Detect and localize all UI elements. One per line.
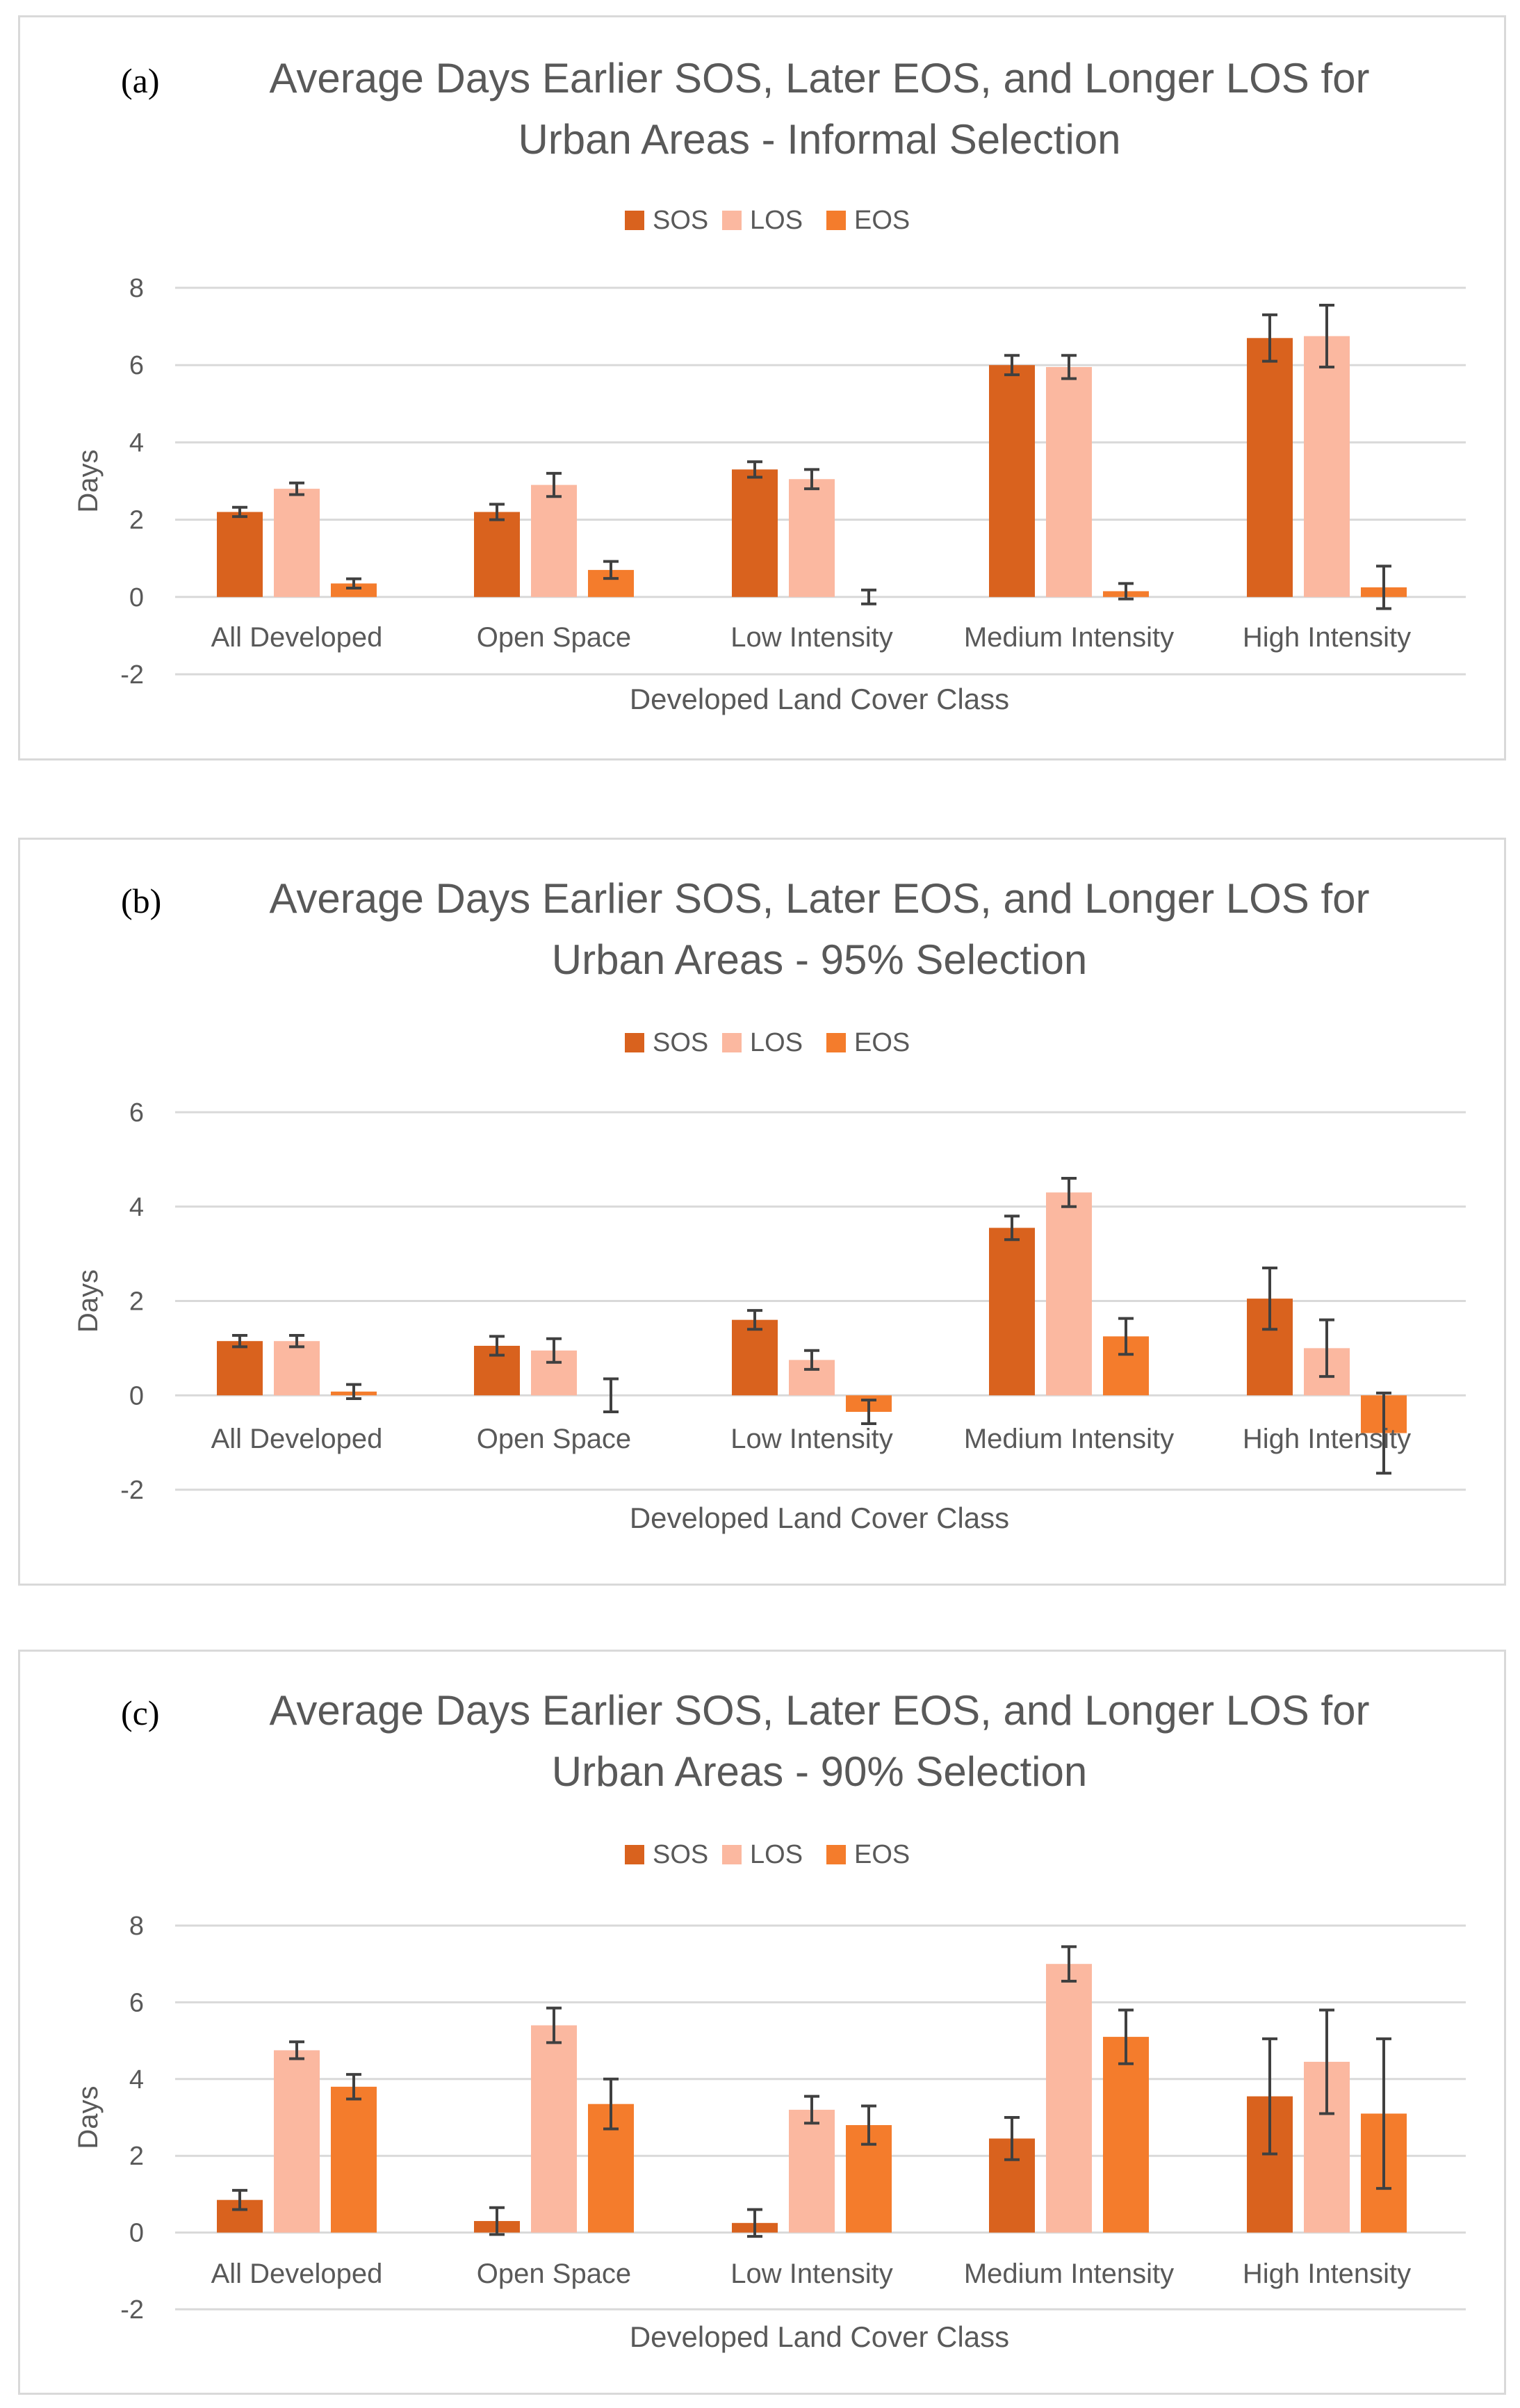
legend-swatch-eos (826, 1845, 846, 1864)
bar-sos (474, 512, 520, 597)
bar-sos (989, 1228, 1035, 1396)
x-category-label: Medium Intensity (964, 1424, 1174, 1454)
y-tick-label: 0 (129, 1381, 144, 1410)
bar-los (1046, 366, 1092, 597)
x-category-label: Open Space (477, 1424, 631, 1454)
x-category-label: Low Intensity (730, 1424, 892, 1454)
y-axis-label: Days (73, 2085, 104, 2149)
y-tick-label: 4 (129, 428, 144, 457)
legend-swatch-los (722, 211, 742, 230)
chart-title-line2: Urban Areas - Informal Selection (518, 116, 1120, 163)
bar-los (1304, 336, 1350, 597)
chart-svg: (a) Average Days Earlier SOS, Later EOS, … (73, 55, 1466, 715)
chart-svg: (c) Average Days Earlier SOS, Later EOS, … (73, 1687, 1466, 2353)
legend-label-sos: SOS (653, 1028, 708, 1057)
bar-los (1046, 1192, 1092, 1396)
bar-los (531, 485, 577, 597)
bar-eos (331, 2086, 377, 2233)
x-category-label: Open Space (477, 622, 631, 653)
legend-swatch-sos (625, 1033, 644, 1052)
chart-title-line2: Urban Areas - 90% Selection (552, 1748, 1087, 1795)
legend-swatch-eos (826, 1033, 846, 1052)
bar-sos (1247, 338, 1293, 597)
x-category-label: High Intensity (1243, 2259, 1411, 2289)
legend-swatch-los (722, 1845, 742, 1864)
chart-panel-c: (c) Average Days Earlier SOS, Later EOS, … (18, 1650, 1506, 2395)
bar-los (274, 2050, 320, 2233)
bar-los (274, 489, 320, 597)
y-tick-label: 0 (129, 2219, 144, 2248)
y-tick-label: 2 (129, 506, 144, 535)
x-category-label: All Developed (211, 622, 383, 653)
y-tick-label: 8 (129, 1912, 144, 1941)
y-tick-label: 8 (129, 274, 144, 303)
bar-sos (732, 1319, 778, 1396)
panel-label: (a) (121, 61, 160, 100)
chart-title-line2: Urban Areas - 95% Selection (552, 936, 1087, 983)
legend-swatch-eos (826, 211, 846, 230)
bar-eos (1103, 2037, 1149, 2233)
legend-swatch-sos (625, 1845, 644, 1864)
y-axis-label: Days (73, 449, 104, 512)
legend-label-los: LOS (750, 1840, 803, 1869)
y-tick-label: 2 (129, 1287, 144, 1317)
chart-panel-a: (a) Average Days Earlier SOS, Later EOS, … (18, 15, 1506, 760)
x-category-label: Medium Intensity (964, 622, 1174, 653)
legend-label-los: LOS (750, 1028, 803, 1057)
chart-panel-b: (b) Average Days Earlier SOS, Later EOS, … (18, 838, 1506, 1586)
legend-swatch-los (722, 1033, 742, 1052)
x-category-label: High Intensity (1243, 1424, 1411, 1454)
legend-label-sos: SOS (653, 1840, 708, 1869)
bar-los (1046, 1964, 1092, 2233)
y-tick-label: 6 (129, 1098, 144, 1128)
legend-label-eos: EOS (854, 1840, 910, 1869)
chart-title-line1: Average Days Earlier SOS, Later EOS, and… (269, 1687, 1369, 1734)
bar-sos (732, 469, 778, 597)
bar-sos (217, 1341, 263, 1396)
bar-eos (331, 583, 377, 597)
panel-label: (b) (121, 881, 161, 920)
legend-label-los: LOS (750, 206, 803, 235)
chart-svg: (b) Average Days Earlier SOS, Later EOS, … (73, 875, 1466, 1534)
y-tick-label: 4 (129, 2065, 144, 2094)
x-category-label: High Intensity (1243, 622, 1411, 653)
chart-title-line1: Average Days Earlier SOS, Later EOS, and… (269, 875, 1369, 922)
y-axis-label: Days (73, 1269, 104, 1333)
legend-label-eos: EOS (854, 206, 910, 235)
x-category-label: Low Intensity (730, 2259, 892, 2289)
y-tick-label: -2 (120, 1476, 144, 1505)
x-axis-label: Developed Land Cover Class (630, 2320, 1009, 2353)
panel-label: (c) (121, 1693, 160, 1732)
y-tick-label: 2 (129, 2142, 144, 2171)
x-category-label: All Developed (211, 2259, 383, 2289)
bar-sos (989, 365, 1035, 597)
bar-los (274, 1341, 320, 1396)
y-tick-label: 6 (129, 1988, 144, 2017)
bar-los (789, 479, 835, 597)
chart-title-line1: Average Days Earlier SOS, Later EOS, and… (269, 55, 1369, 101)
x-axis-label: Developed Land Cover Class (630, 683, 1009, 715)
x-category-label: All Developed (211, 1424, 383, 1454)
y-tick-label: -2 (120, 2295, 144, 2325)
bar-los (789, 2109, 835, 2233)
x-category-label: Low Intensity (730, 622, 892, 653)
x-axis-label: Developed Land Cover Class (630, 1502, 1009, 1534)
y-tick-label: -2 (120, 660, 144, 690)
legend-label-eos: EOS (854, 1028, 910, 1057)
bar-los (531, 2025, 577, 2233)
x-category-label: Open Space (477, 2259, 631, 2289)
y-tick-label: 4 (129, 1193, 144, 1222)
legend-swatch-sos (625, 211, 644, 230)
bar-sos (217, 512, 263, 597)
legend-label-sos: SOS (653, 206, 708, 235)
y-tick-label: 6 (129, 351, 144, 380)
x-category-label: Medium Intensity (964, 2259, 1174, 2289)
y-tick-label: 0 (129, 583, 144, 612)
